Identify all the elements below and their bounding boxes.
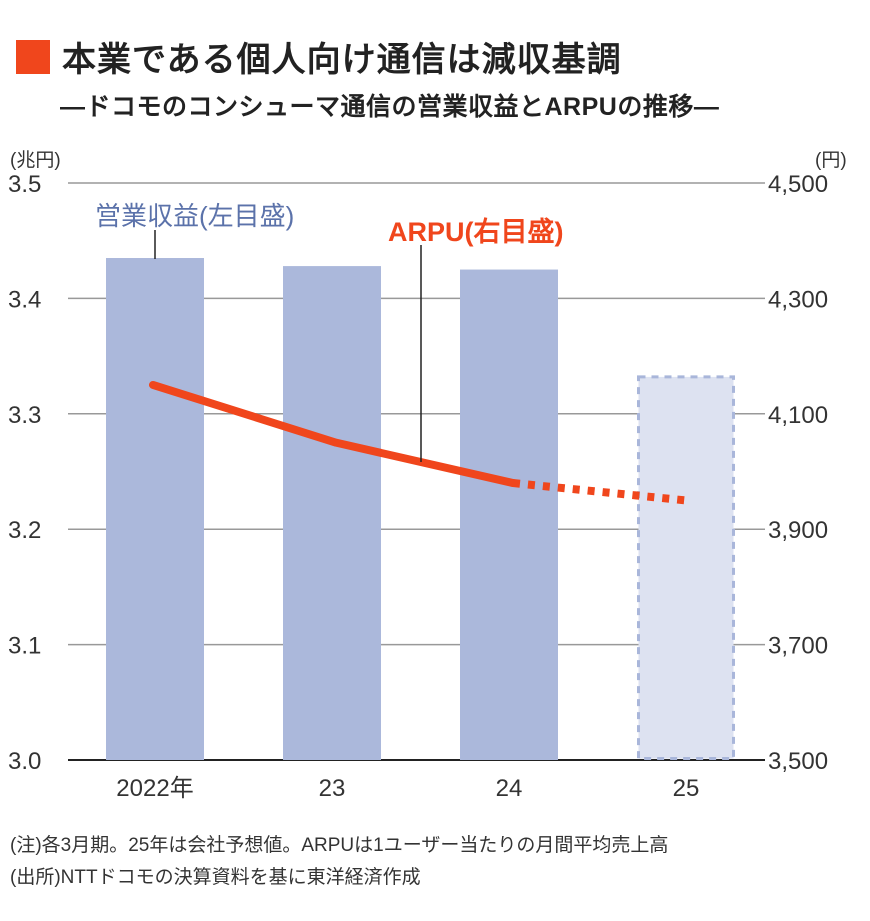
right-tick-label: 4,300 (768, 286, 828, 313)
right-tick-label: 3,900 (768, 517, 828, 544)
left-axis-unit: (兆円) (10, 150, 61, 171)
x-tick-label: 23 (319, 775, 346, 802)
line-legend-label: ARPU(右目盛) (388, 217, 564, 247)
source-note: (出所)NTTドコモの決算資料を基に東洋経済作成 (10, 867, 421, 888)
x-tick-label: 25 (673, 775, 700, 802)
chart-title: 本業である個人向け通信は減収基調 (62, 41, 622, 79)
left-tick-label: 3.1 (8, 633, 41, 660)
bar (283, 266, 381, 760)
left-tick-label: 3.4 (8, 286, 41, 313)
right-tick-label: 4,500 (768, 171, 828, 198)
left-tick-label: 3.0 (8, 748, 41, 775)
right-tick-label: 3,700 (768, 633, 828, 660)
bar-legend-label: 営業収益(左目盛) (95, 201, 294, 231)
right-tick-label: 4,100 (768, 402, 828, 429)
arpu-line-actual (149, 380, 517, 488)
x-tick-label: 2022年 (116, 775, 193, 802)
title-accent-square (16, 39, 50, 74)
left-tick-label: 3.2 (8, 517, 41, 544)
axis-ticks: 3.5 4,500 3.4 4,300 3.3 4,100 3.2 3,900 3.1 3,700… (8, 171, 828, 802)
legend-annotations: 営業収益(左目盛) ARPU(右目盛) (95, 201, 564, 462)
right-axis-unit: (円) (815, 150, 847, 171)
title-row: 本業である個人向け通信は減収基調 (16, 32, 622, 81)
x-tick-label: 24 (496, 775, 523, 802)
left-tick-label: 3.5 (8, 171, 41, 198)
right-tick-label: 3,500 (768, 748, 828, 775)
line-arpu (149, 380, 686, 505)
footnote: (注)各3月期。25年は会社予想値。ARPUは1ユーザー当たりの月間平均売上高 (10, 835, 669, 856)
bar (460, 269, 558, 760)
bars-revenue (106, 258, 735, 760)
chart-subtitle: ―ドコモのコンシューマ通信の営業収益とARPUの推移― (60, 93, 720, 121)
left-tick-label: 3.3 (8, 402, 41, 429)
bar-forecast (637, 375, 735, 760)
bar (106, 258, 204, 760)
